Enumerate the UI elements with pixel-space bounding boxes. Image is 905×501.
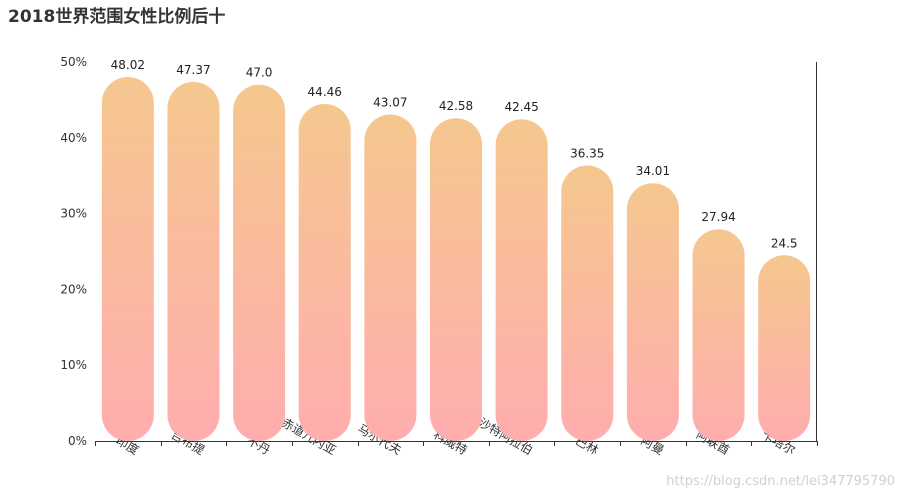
data-label: 47.0 bbox=[246, 66, 273, 80]
bar bbox=[430, 118, 482, 442]
y-tick-label: 40% bbox=[60, 131, 87, 145]
chart-title: 2018世界范围女性比例后十 bbox=[8, 6, 225, 27]
data-labels: 48.02 47.37 47.0 44.46 43.07 42.58 42.45 36.35 3… bbox=[111, 58, 798, 250]
bar bbox=[167, 81, 220, 442]
data-label: 43.07 bbox=[373, 96, 407, 110]
bar bbox=[298, 103, 351, 442]
data-label: 42.45 bbox=[504, 100, 538, 114]
bar bbox=[101, 77, 154, 442]
data-label: 47.37 bbox=[176, 63, 210, 77]
data-label: 27.94 bbox=[701, 210, 735, 224]
watermark-text: https://blog.csdn.net/lei347795790 bbox=[666, 474, 895, 489]
y-tick-label: 10% bbox=[60, 358, 87, 372]
bar bbox=[233, 84, 286, 442]
bar bbox=[758, 255, 811, 441]
data-label: 36.35 bbox=[570, 146, 604, 160]
bar bbox=[692, 229, 745, 441]
y-tick-label: 20% bbox=[60, 282, 87, 296]
bars bbox=[101, 77, 811, 442]
bar bbox=[495, 119, 548, 441]
y-tick-label: 50% bbox=[60, 55, 87, 69]
data-label: 42.58 bbox=[439, 99, 473, 113]
bar bbox=[561, 165, 614, 442]
bar bbox=[364, 114, 417, 441]
y-tick-label: 30% bbox=[60, 207, 87, 221]
data-label: 24.5 bbox=[771, 236, 798, 250]
data-label: 34.01 bbox=[636, 164, 670, 178]
data-label: 44.46 bbox=[308, 85, 342, 99]
y-tick-label: 0% bbox=[68, 434, 87, 448]
bar bbox=[626, 183, 679, 441]
data-label: 48.02 bbox=[111, 58, 145, 72]
